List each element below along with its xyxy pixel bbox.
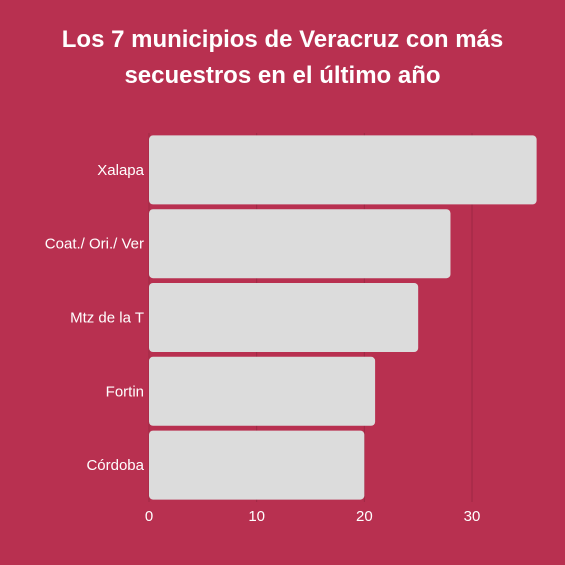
- chart-title: Los 7 municipios de Veracruz con más sec…: [0, 22, 565, 94]
- category-label-1: Coat./ Ori./ Ver: [45, 236, 144, 253]
- chart-title-line-1: Los 7 municipios de Veracruz con más: [61, 26, 504, 53]
- x-tick-label-3: 30: [464, 508, 481, 525]
- x-tick-label-0: 0: [145, 508, 153, 525]
- category-label-0: Xalapa: [97, 162, 144, 179]
- chart-title-line-2: secuestros en el último año: [124, 62, 441, 89]
- x-tick-label-1: 10: [248, 508, 265, 525]
- category-label-3: Fortin: [106, 383, 144, 400]
- bar-1: [149, 209, 451, 279]
- category-label-2: Mtz de la T: [70, 310, 144, 327]
- bar-2: [149, 283, 419, 352]
- bar-4: [149, 430, 365, 500]
- category-label-4: Córdoba: [86, 457, 144, 474]
- x-tick-label-2: 20: [356, 508, 373, 525]
- bar-0: [149, 135, 537, 205]
- bar-3: [149, 356, 376, 426]
